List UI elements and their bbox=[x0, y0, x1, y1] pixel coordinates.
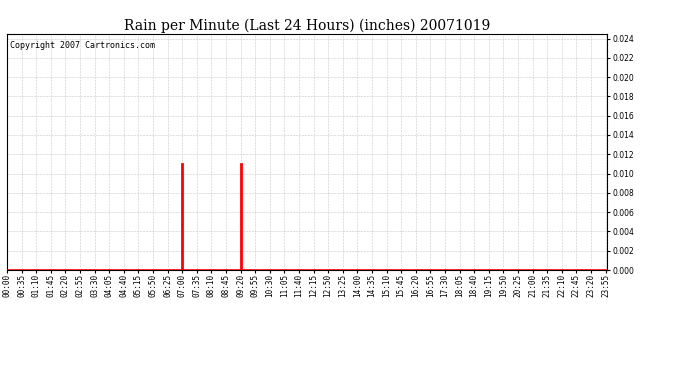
Title: Rain per Minute (Last 24 Hours) (inches) 20071019: Rain per Minute (Last 24 Hours) (inches)… bbox=[124, 18, 490, 33]
Text: Copyright 2007 Cartronics.com: Copyright 2007 Cartronics.com bbox=[10, 41, 155, 50]
